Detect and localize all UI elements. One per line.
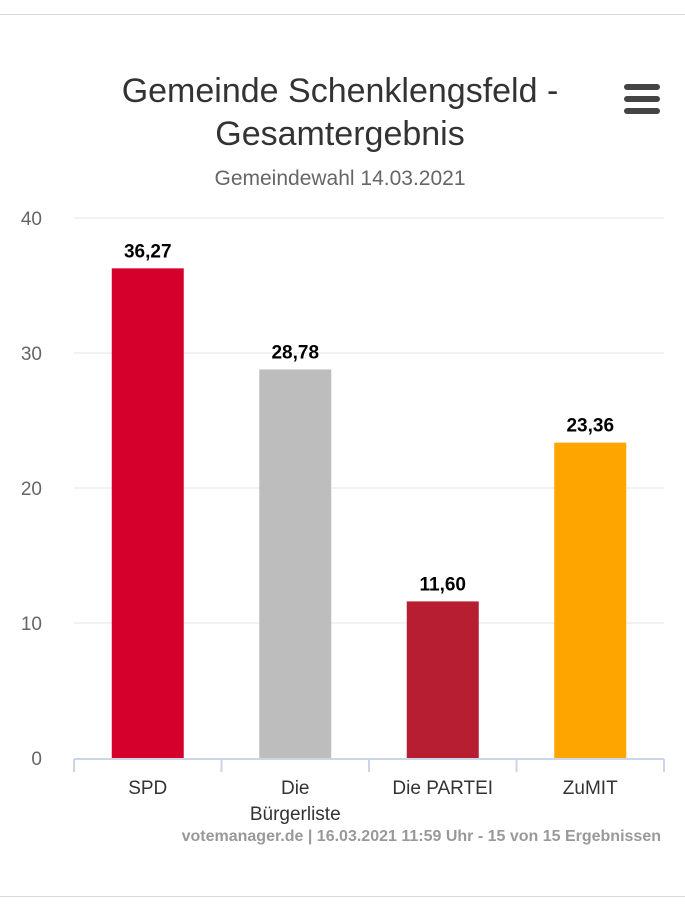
top-divider xyxy=(0,14,685,15)
chart-title: Gemeinde Schenklengsfeld - Gesamtergebni… xyxy=(121,72,559,153)
y-tick-label: 40 xyxy=(21,209,42,230)
x-category-label: Bürgerliste xyxy=(250,804,341,825)
hamburger-menu-icon[interactable] xyxy=(624,84,660,114)
menu-bar xyxy=(624,84,660,90)
bar[interactable] xyxy=(406,601,479,758)
credits-text[interactable]: votemanager.de | 16.03.2021 11:59 Uhr - … xyxy=(181,828,661,845)
y-tick-label: 0 xyxy=(31,749,42,770)
x-category-label: Die xyxy=(281,778,310,799)
y-tick-label: 20 xyxy=(21,479,42,500)
chart-subtitle: Gemeindewahl 14.03.2021 xyxy=(214,167,466,190)
bar[interactable] xyxy=(111,268,184,758)
data-label: 23,36 xyxy=(566,416,614,437)
y-tick-label: 30 xyxy=(21,344,42,365)
bottom-divider xyxy=(0,896,685,897)
data-label: 36,27 xyxy=(124,241,172,262)
y-tick-label: 10 xyxy=(21,614,42,635)
data-label: 11,60 xyxy=(420,574,467,595)
x-category-label: ZuMIT xyxy=(563,778,618,799)
bar-chart: 36,27 28,78 11,60 23,36 0 10 20 30 40 SPD Die Bürg… xyxy=(21,209,665,825)
x-category-label: Die PARTEI xyxy=(392,778,493,799)
data-label: 28,78 xyxy=(271,342,319,363)
menu-bar xyxy=(624,96,660,102)
bar[interactable] xyxy=(259,369,332,758)
x-category-label: SPD xyxy=(128,778,167,799)
menu-bar xyxy=(624,108,660,114)
bar[interactable] xyxy=(554,442,627,758)
